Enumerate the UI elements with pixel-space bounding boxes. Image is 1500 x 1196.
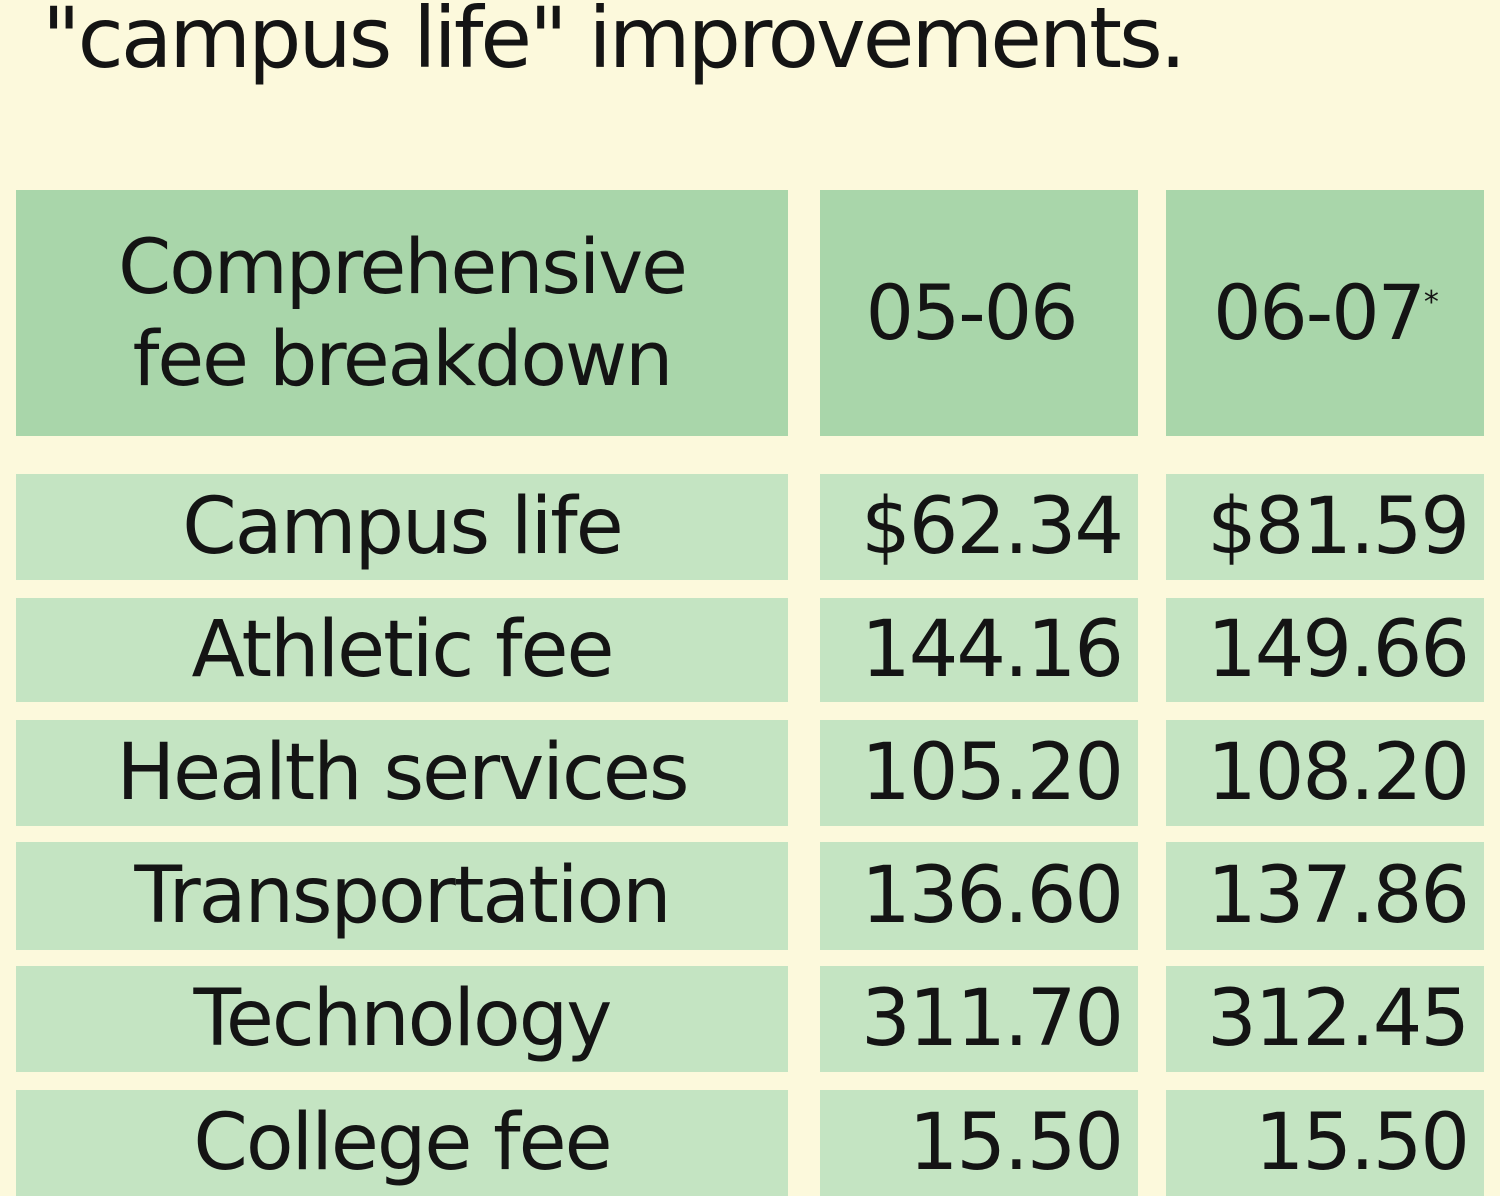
row-label: College fee [16, 1090, 788, 1196]
cell-text: College fee [193, 1098, 612, 1188]
cell-text: Transportation [134, 851, 671, 941]
row-label: Health services [16, 720, 788, 826]
row-value: 105.20 [820, 720, 1138, 826]
header-col2-text: 06-07 [1213, 268, 1426, 357]
header-label-line1: Comprehensive [118, 222, 688, 311]
cell-text: Campus life [182, 482, 623, 572]
row-value: 312.45 [1166, 966, 1484, 1072]
cell-text: 136.60 [861, 851, 1124, 941]
row-value: 144.16 [820, 598, 1138, 702]
header-col-05-06: 05-06 [820, 190, 1138, 436]
row-value: 108.20 [1166, 720, 1484, 826]
footnote-mark: * [1423, 285, 1439, 320]
cell-text: 144.16 [861, 605, 1124, 695]
cell-text: 15.50 [1254, 1098, 1470, 1188]
cell-text: Technology [193, 974, 613, 1064]
cell-text: 311.70 [861, 974, 1124, 1064]
row-value: $81.59 [1166, 474, 1484, 580]
cell-text: 105.20 [861, 728, 1124, 818]
row-value: 149.66 [1166, 598, 1484, 702]
header-label: Comprehensive fee breakdown [16, 190, 788, 436]
row-value: 15.50 [1166, 1090, 1484, 1196]
cell-text: 149.66 [1207, 605, 1470, 695]
row-label: Campus life [16, 474, 788, 580]
cell-text: Health services [116, 728, 690, 818]
cell-text: 108.20 [1207, 728, 1470, 818]
row-value: 15.50 [820, 1090, 1138, 1196]
cell-text: $81.59 [1207, 482, 1470, 572]
cell-text: 15.50 [908, 1098, 1124, 1188]
cell-text: 137.86 [1207, 851, 1470, 941]
cell-text: 312.45 [1207, 974, 1470, 1064]
row-label: Athletic fee [16, 598, 788, 702]
header-col-06-07: 06-07* [1166, 190, 1484, 436]
cell-text: $62.34 [861, 482, 1124, 572]
header-label-line2: fee breakdown [132, 314, 674, 403]
header-col1-text: 05-06 [865, 268, 1079, 357]
row-label: Transportation [16, 842, 788, 950]
intro-text: "campus life" improvements. [42, 0, 1187, 87]
row-label: Technology [16, 966, 788, 1072]
row-value: 136.60 [820, 842, 1138, 950]
row-value: 137.86 [1166, 842, 1484, 950]
row-value: $62.34 [820, 474, 1138, 580]
row-value: 311.70 [820, 966, 1138, 1072]
cell-text: Athletic fee [191, 605, 614, 695]
